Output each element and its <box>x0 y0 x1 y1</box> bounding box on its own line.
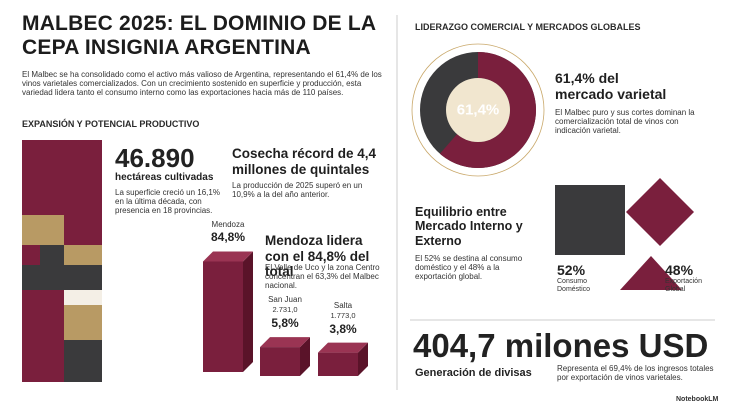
description: La superficie creció un 16,1% en la últi… <box>115 188 220 216</box>
donut-segment <box>439 52 537 168</box>
bar-value-label: 5,8% <box>271 316 299 331</box>
stat-label: Generación de divisas <box>415 367 532 379</box>
share-label: 48% <box>665 262 694 278</box>
section-title: EXPANSIÓN Y POTENCIAL PRODUCTIVO <box>22 119 200 129</box>
bar-side <box>358 342 368 376</box>
bar-name: Salta <box>333 300 353 310</box>
description: La producción de 2025 superó en un 10,9%… <box>232 181 363 200</box>
heading: Mendoza lidera con el 84,8% del total <box>265 233 370 280</box>
heading: 61,4% del mercado varietal <box>555 70 667 103</box>
share-name: Consumo Doméstico <box>557 278 591 294</box>
bar-name: Mendoza <box>211 220 245 230</box>
stat-label: hectáreas cultivadas <box>115 172 214 183</box>
share-label: 52% <box>557 262 586 278</box>
description: Representa el 69,4% de los ingresos tota… <box>557 364 714 383</box>
bar-value-label: 3,8% <box>329 321 357 336</box>
bar-volume: 1.773,0 <box>330 310 356 320</box>
brand: NotebookLM <box>676 396 719 403</box>
bar <box>203 261 243 372</box>
title: MALBEC 2025: EL DOMINIO DE LA CEPA INSIG… <box>22 12 376 59</box>
stat: 46.890 <box>115 143 195 173</box>
bar-side <box>243 251 253 372</box>
intro: El Malbec se ha consolidado como el acti… <box>22 70 382 98</box>
description: El 52% se destina al consumo doméstico y… <box>415 254 523 282</box>
bar-top <box>203 251 253 262</box>
bar <box>260 347 300 376</box>
balance-shapes <box>555 178 694 290</box>
share-name: Exportación Global <box>665 278 702 294</box>
bar-value-label: 84,8% <box>210 230 246 245</box>
bar-top <box>260 337 310 348</box>
bar-top <box>318 342 368 353</box>
section-title: LIDERAZGO COMERCIAL Y MERCADOS GLOBALES <box>415 22 641 32</box>
stat: 404,7 milones USD <box>413 327 709 364</box>
donut-label: 61,4% <box>456 101 500 119</box>
heading: Equilibrio entre Mercado Interno y Exter… <box>415 205 523 248</box>
bar <box>318 352 358 376</box>
description: El Valle de Uco y la zona Centro concent… <box>265 263 380 291</box>
donut-center <box>446 78 510 142</box>
mosaic <box>22 140 102 382</box>
bar-volume: 2.731,0 <box>272 305 298 315</box>
deco-ring <box>411 43 545 177</box>
bar-side <box>300 337 310 376</box>
bar-name: San Juan <box>268 295 302 305</box>
heading: Cosecha récord de 4,4 millones de quinta… <box>232 146 377 177</box>
description: El Malbec puro y sus cortes dominan la c… <box>555 108 695 136</box>
